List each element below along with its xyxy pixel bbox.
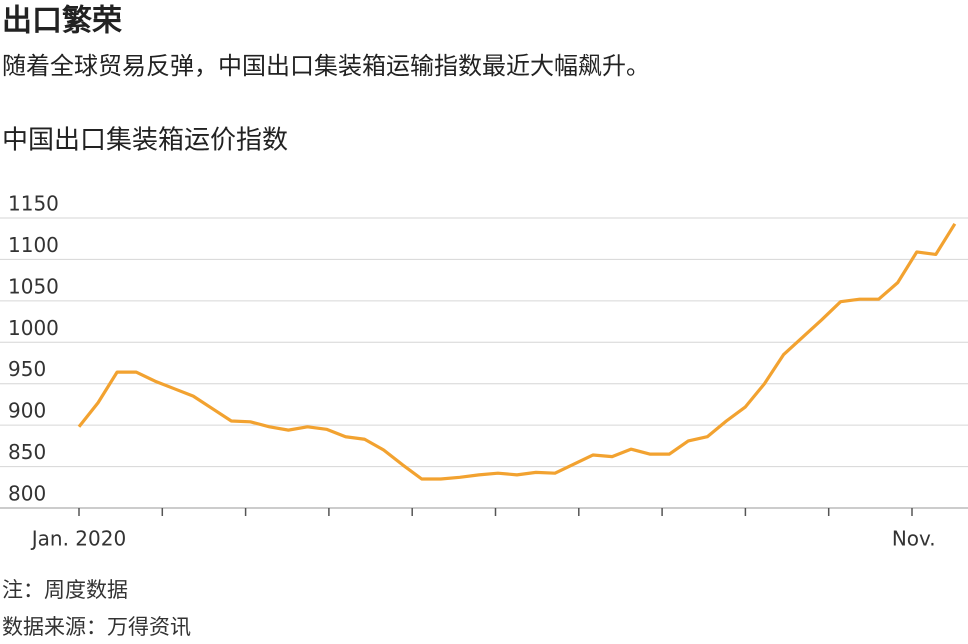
y-tick-label: 950 (8, 357, 46, 381)
y-tick-label: 850 (8, 440, 46, 464)
source: 数据来源：万得资讯 (2, 615, 191, 639)
subtitle: 随着全球贸易反弹，中国出口集装箱运输指数最近大幅飙升。 (2, 52, 650, 80)
plot-title: 中国出口集装箱运价指数 (2, 126, 288, 156)
y-tick-label: 800 (8, 482, 46, 506)
x-tick-label: Jan. 2020 (30, 527, 126, 551)
y-tick-label: 1100 (8, 233, 59, 257)
y-tick-label: 1150 (8, 192, 59, 216)
data-line (77, 222, 957, 481)
chart-title: 出口繁荣 (2, 4, 122, 39)
y-tick-label: 900 (8, 399, 46, 423)
note: 注：周度数据 (2, 578, 128, 602)
y-tick-label: 1050 (8, 274, 59, 298)
x-tick-label: Nov. (892, 527, 936, 551)
y-tick-label: 1000 (8, 316, 59, 340)
